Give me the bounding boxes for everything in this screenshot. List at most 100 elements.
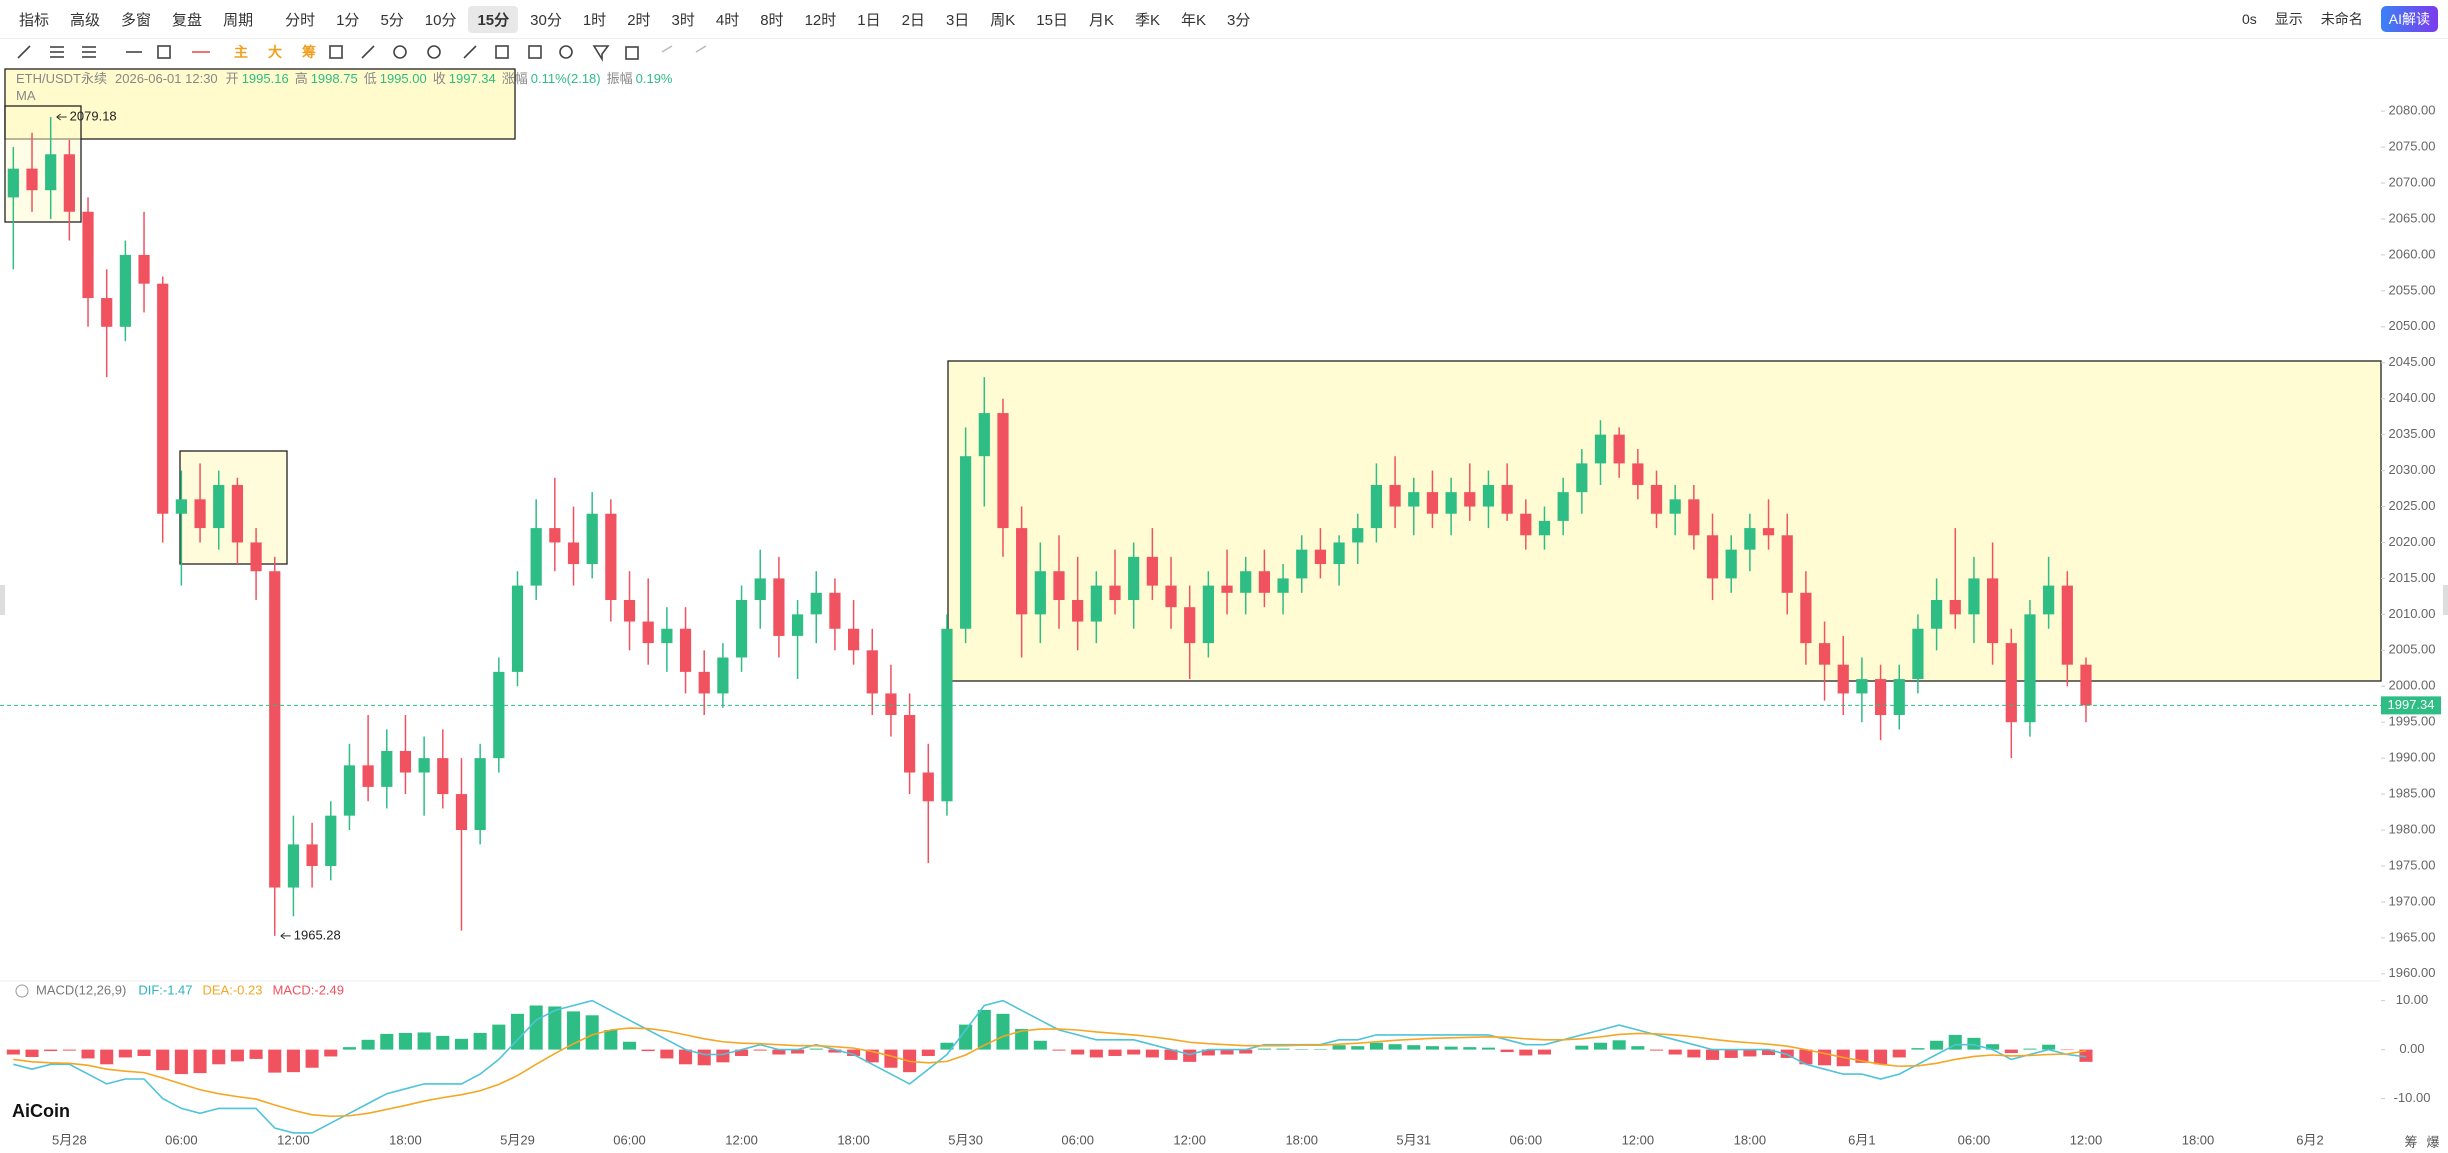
timeframe-button[interactable]: 周K <box>990 11 1016 29</box>
timeframe-button[interactable]: 12时 <box>804 11 837 29</box>
macd-bar <box>100 1049 114 1065</box>
timeframe-button[interactable]: 15分 <box>468 5 519 33</box>
corner-button[interactable]: 爆 <box>2426 1134 2439 1149</box>
macd-bar <box>641 1049 655 1052</box>
timeframe-button[interactable]: 年K <box>1181 11 1207 29</box>
y-tick-label: 2010.00 <box>2389 606 2436 621</box>
candle-body <box>2005 643 2017 723</box>
side-tab[interactable] <box>0 585 5 615</box>
candle-body <box>885 693 897 716</box>
last-price-tag <box>2381 696 2441 715</box>
candle-body <box>437 758 449 795</box>
display-button[interactable]: 显示 <box>2274 11 2303 27</box>
ai-button[interactable]: AI解读 <box>2380 6 2438 32</box>
timeframe-button[interactable]: 月K <box>1088 11 1114 29</box>
timeframe-button[interactable]: 2时 <box>627 11 651 29</box>
macd-bar <box>380 1033 394 1050</box>
macd-legend-item: DEA:-0.23 <box>203 982 263 997</box>
drawings <box>4 68 2382 682</box>
timeframe-button[interactable]: 30分 <box>530 11 562 29</box>
macd-bar <box>286 1049 300 1073</box>
macd-bar <box>1500 1049 1514 1053</box>
field-value: 1995.16 <box>241 71 289 86</box>
candle-body <box>1632 463 1644 485</box>
timeframe-button[interactable]: 2日 <box>901 11 925 29</box>
candle-body <box>1464 492 1476 507</box>
candle-body <box>1146 556 1158 586</box>
macd-bar <box>1668 1049 1682 1055</box>
candle-body <box>2043 585 2055 615</box>
macd-bar <box>1612 1040 1626 1050</box>
macd-bar <box>1145 1049 1159 1058</box>
toolbar-button[interactable]: 多窗 <box>121 11 152 29</box>
timeframe-button[interactable]: 分时 <box>285 11 316 29</box>
macd-bar <box>118 1049 132 1058</box>
macd-bar <box>361 1039 375 1050</box>
macd-bar <box>772 1049 786 1055</box>
candle-body <box>1520 513 1532 536</box>
macd-bar <box>1089 1049 1103 1058</box>
period-button[interactable]: 周期 <box>223 11 254 29</box>
candle-body <box>175 499 187 514</box>
toolbar-button[interactable]: 高级 <box>70 11 101 29</box>
timeframe-button[interactable]: 1日 <box>857 11 881 29</box>
macd-bar <box>735 1049 749 1056</box>
timeframe-button[interactable]: 8时 <box>760 11 784 29</box>
time: 2026-06-01 12:30 <box>115 71 218 86</box>
candle-body <box>754 578 766 600</box>
candle-body <box>1333 542 1345 565</box>
timeframe-button[interactable]: 1分 <box>336 11 360 29</box>
timeframe-button[interactable]: 3日 <box>945 11 970 29</box>
timeframe-button[interactable]: 1时 <box>582 11 607 29</box>
timeframe-button[interactable]: 3分 <box>1227 11 1251 29</box>
tool-button[interactable]: 大 <box>268 44 282 60</box>
candle-body <box>138 254 150 284</box>
legend-toggle <box>15 984 29 998</box>
macd-bar <box>81 1049 95 1059</box>
macd-bar <box>398 1032 412 1050</box>
candle-body <box>493 671 505 759</box>
timeframe-button[interactable]: 10分 <box>424 11 457 29</box>
candle-body <box>343 765 356 816</box>
macd-bar <box>1911 1048 1925 1050</box>
candle-body <box>1576 463 1588 493</box>
tool-button[interactable]: 筹 <box>302 44 316 60</box>
candle-body <box>1352 528 1364 543</box>
timeframe-button[interactable]: 15日 <box>1036 11 1068 29</box>
y-tick-label: 2065.00 <box>2389 210 2436 225</box>
toolbar-button[interactable]: 指标 <box>19 11 50 29</box>
macd-bar <box>174 1049 188 1075</box>
candle-body <box>1706 535 1719 579</box>
timeframe-button[interactable]: 3时 <box>671 11 695 29</box>
macd-bar <box>1967 1037 1981 1050</box>
field-value: 1995.00 <box>379 71 427 86</box>
layout-button[interactable]: 未命名 <box>2320 11 2363 27</box>
timeframe-button[interactable]: 5分 <box>380 11 404 29</box>
timeframe-button[interactable]: 季K <box>1135 11 1161 29</box>
candle-body <box>474 758 486 831</box>
candle-body <box>269 571 281 888</box>
side-tab[interactable] <box>2443 585 2448 615</box>
candle-body <box>1482 484 1495 507</box>
candle-body <box>7 168 19 198</box>
candle-body <box>1856 679 1868 694</box>
corner-button[interactable]: 筹 <box>2404 1134 2417 1149</box>
field-value: 0.19% <box>635 71 673 86</box>
macd-bar <box>585 1015 599 1050</box>
toolbar-button[interactable]: 复盘 <box>172 11 203 29</box>
macd-bar <box>268 1049 282 1073</box>
y-tick-label: 1980.00 <box>2389 821 2436 836</box>
candle-body <box>829 592 841 629</box>
legend: ETH/USDT永续 2026-06-01 12:30 开 1995.16 高 1998.… <box>16 68 679 87</box>
macd-bar <box>1762 1049 1776 1055</box>
tool-icons <box>329 45 707 62</box>
field-label: 开 <box>225 71 239 86</box>
y-tick-label: 2005.00 <box>2389 642 2436 657</box>
macd-bar <box>1239 1049 1253 1054</box>
tool-button[interactable]: 主 <box>234 44 248 60</box>
timeframe-button[interactable]: 4时 <box>715 11 740 29</box>
field-label: 低 <box>363 71 377 86</box>
macd-bar <box>1444 1046 1458 1050</box>
candle-body <box>530 528 542 586</box>
candle-body <box>63 154 75 212</box>
